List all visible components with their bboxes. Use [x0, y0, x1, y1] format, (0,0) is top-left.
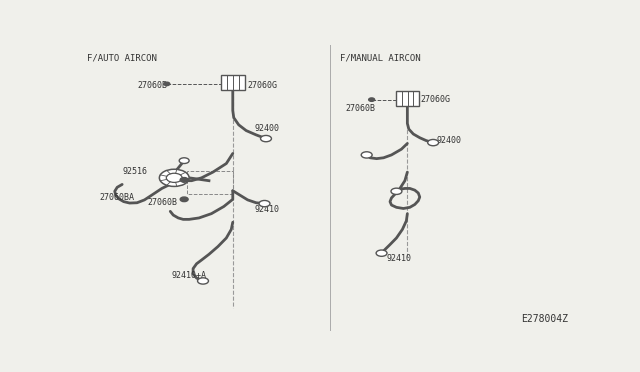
Circle shape — [259, 201, 270, 207]
Text: 27060G: 27060G — [420, 95, 451, 104]
Text: 92516: 92516 — [122, 167, 147, 176]
Text: 92400: 92400 — [436, 136, 461, 145]
Circle shape — [376, 250, 387, 256]
Text: F/AUTO AIRCON: F/AUTO AIRCON — [88, 53, 157, 62]
Bar — [396, 92, 419, 106]
Circle shape — [260, 135, 271, 142]
Text: 92400: 92400 — [255, 124, 280, 133]
Circle shape — [180, 197, 188, 202]
Text: 92410: 92410 — [387, 254, 412, 263]
Text: 92410: 92410 — [255, 205, 280, 214]
Circle shape — [159, 169, 189, 186]
Circle shape — [369, 98, 374, 101]
Circle shape — [428, 140, 438, 146]
Text: E278004Z: E278004Z — [522, 314, 568, 324]
Text: 27060B: 27060B — [147, 198, 177, 207]
Circle shape — [180, 177, 188, 182]
Circle shape — [198, 278, 209, 284]
Bar — [187, 171, 233, 193]
Text: F/MANUAL AIRCON: F/MANUAL AIRCON — [340, 53, 421, 62]
Circle shape — [166, 173, 182, 182]
Circle shape — [179, 158, 189, 164]
Text: 27060B: 27060B — [346, 104, 375, 113]
Circle shape — [164, 82, 170, 86]
Text: 27060G: 27060G — [248, 81, 278, 90]
Text: 27060BA: 27060BA — [100, 193, 135, 202]
Text: 92410+A: 92410+A — [172, 271, 207, 280]
Circle shape — [361, 152, 372, 158]
Bar — [221, 75, 245, 90]
Circle shape — [391, 188, 402, 195]
Text: 27060B: 27060B — [137, 81, 167, 90]
